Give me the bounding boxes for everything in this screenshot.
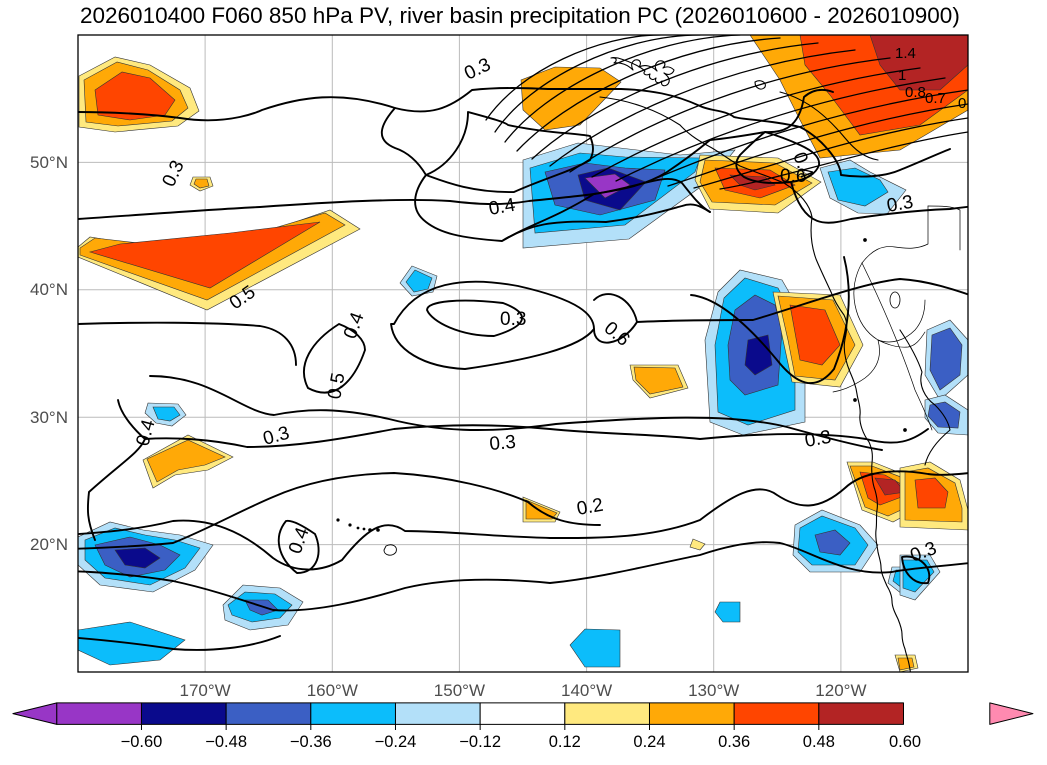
svg-text:0.3: 0.3 [500,309,526,330]
svg-text:120°W: 120°W [815,681,866,700]
svg-text:30°N: 30°N [30,408,68,427]
svg-text:130°W: 130°W [688,681,739,700]
svg-text:40°N: 40°N [30,280,68,299]
svg-text:0.36: 0.36 [718,733,750,751]
svg-text:−0.12: −0.12 [459,733,501,751]
svg-text:0.12: 0.12 [549,733,581,751]
svg-text:50°N: 50°N [30,153,68,172]
svg-text:2026010400 F060 850 hPa PV, ri: 2026010400 F060 850 hPa PV, river basin … [80,3,960,28]
svg-text:1: 1 [898,67,906,84]
svg-text:0.60: 0.60 [889,733,921,751]
svg-text:150°W: 150°W [434,681,485,700]
svg-text:0.3: 0.3 [489,432,517,455]
svg-text:1.4: 1.4 [895,45,916,62]
svg-text:−0.48: −0.48 [205,733,247,751]
svg-text:−0.24: −0.24 [375,733,417,751]
svg-text:140°W: 140°W [561,681,612,700]
svg-text:−0.60: −0.60 [121,733,163,751]
svg-text:−0.36: −0.36 [290,733,332,751]
svg-text:160°W: 160°W [307,681,358,700]
svg-text:0.48: 0.48 [803,733,835,751]
svg-text:0.8: 0.8 [905,84,926,101]
svg-text:170°W: 170°W [179,681,230,700]
svg-text:0.6: 0.6 [780,166,806,187]
svg-text:0.24: 0.24 [633,733,665,751]
svg-text:20°N: 20°N [30,535,68,554]
svg-text:0.7: 0.7 [925,90,946,107]
